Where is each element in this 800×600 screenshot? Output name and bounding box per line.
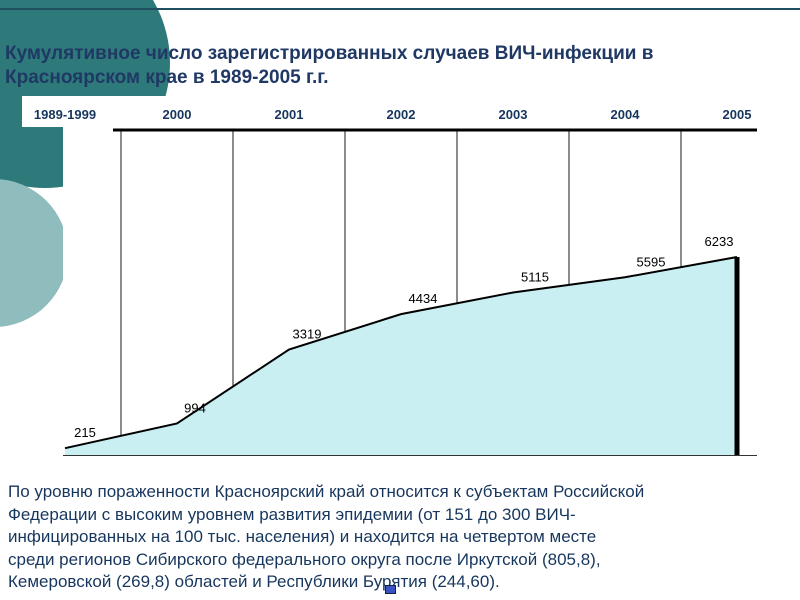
year-label: 2000 bbox=[163, 107, 192, 122]
data-label: 5115 bbox=[521, 270, 549, 285]
year-label: 1989-1999 bbox=[34, 107, 96, 122]
data-label: 994 bbox=[184, 400, 206, 415]
data-label: 3319 bbox=[293, 327, 322, 342]
year-label: 2003 bbox=[499, 107, 528, 122]
data-label: 5595 bbox=[637, 254, 666, 269]
data-label: 4434 bbox=[409, 291, 438, 306]
area-fill bbox=[65, 257, 737, 455]
data-label: 6233 bbox=[705, 234, 734, 249]
data-label: 215 bbox=[74, 425, 96, 440]
slide-footer-marker bbox=[385, 585, 396, 594]
area-line bbox=[64, 256, 738, 450]
year-label: 2005 bbox=[723, 107, 752, 122]
chart-axis-label-strip bbox=[22, 96, 758, 127]
year-label: 2001 bbox=[275, 107, 304, 122]
slide-title: Кумулятивное число зарегистрированных сл… bbox=[5, 43, 654, 88]
body-paragraph: По уровню пораженности Красноярский край… bbox=[8, 482, 645, 592]
top-rule-line bbox=[0, 8, 800, 10]
year-label: 2002 bbox=[387, 107, 416, 122]
year-label: 2004 bbox=[611, 107, 641, 122]
